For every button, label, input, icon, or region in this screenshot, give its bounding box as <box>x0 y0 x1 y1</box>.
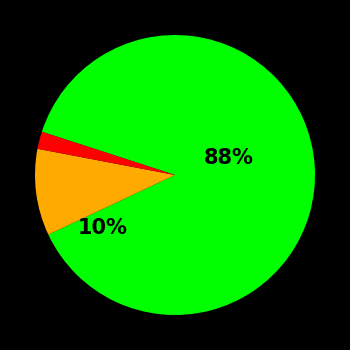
Text: 88%: 88% <box>203 148 253 168</box>
Wedge shape <box>35 149 175 234</box>
Wedge shape <box>42 35 315 315</box>
Text: 10%: 10% <box>77 218 127 238</box>
Wedge shape <box>37 132 175 175</box>
